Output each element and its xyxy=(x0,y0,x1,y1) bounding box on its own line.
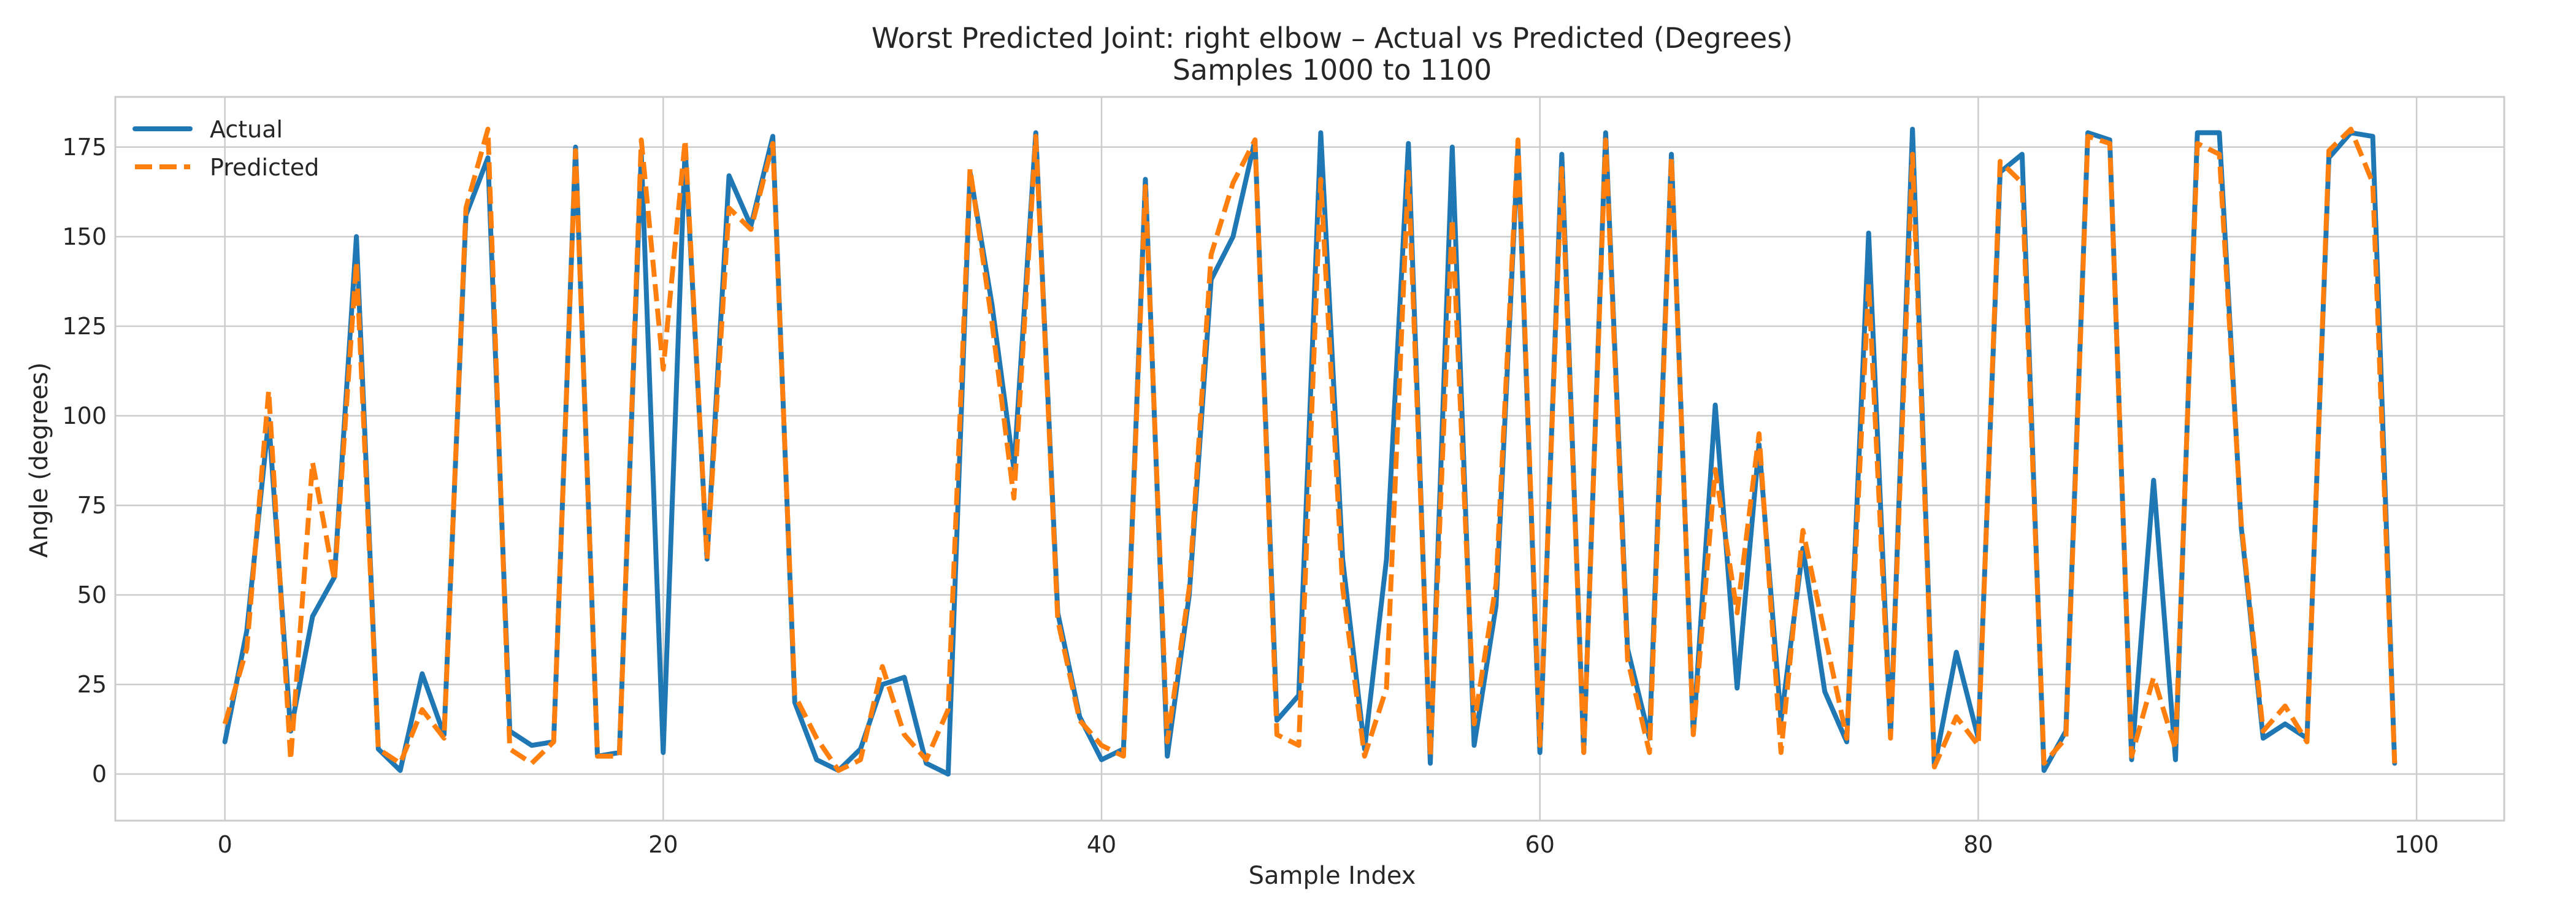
plot-frame xyxy=(114,96,2505,822)
series-lines xyxy=(222,126,2398,777)
grid xyxy=(115,97,2504,821)
x-tick-label: 60 xyxy=(1525,831,1555,858)
y-tick-label: 100 xyxy=(62,402,107,429)
y-tick-label: 75 xyxy=(77,492,107,519)
y-tick-label: 0 xyxy=(92,761,107,788)
x-tick-label: 0 xyxy=(218,831,232,858)
legend-label-predicted: Predicted xyxy=(210,154,319,181)
tick-labels: 0 20 40 60 80 100 0 25 50 75 100 125 150 175 xyxy=(62,134,2439,858)
y-tick-label: 25 xyxy=(77,671,107,698)
legend-label-actual: Actual xyxy=(210,116,283,143)
y-axis-label: Angle (degrees) xyxy=(25,362,53,558)
legend: Actual Predicted xyxy=(132,116,319,181)
series-line-predicted xyxy=(222,126,2398,773)
chart-subtitle: Samples 1000 to 1100 xyxy=(1173,53,1492,86)
chart-title: Worst Predicted Joint: right elbow – Act… xyxy=(872,21,1793,55)
y-tick-label: 175 xyxy=(62,134,107,161)
x-axis-label: Sample Index xyxy=(1249,862,1416,890)
y-tick-label: 150 xyxy=(62,223,107,250)
y-tick-label: 50 xyxy=(77,581,107,608)
x-tick-label: 100 xyxy=(2394,831,2439,858)
x-tick-label: 80 xyxy=(1963,831,1993,858)
x-tick-label: 40 xyxy=(1087,831,1116,858)
y-tick-label: 125 xyxy=(62,313,107,340)
x-tick-label: 20 xyxy=(648,831,678,858)
